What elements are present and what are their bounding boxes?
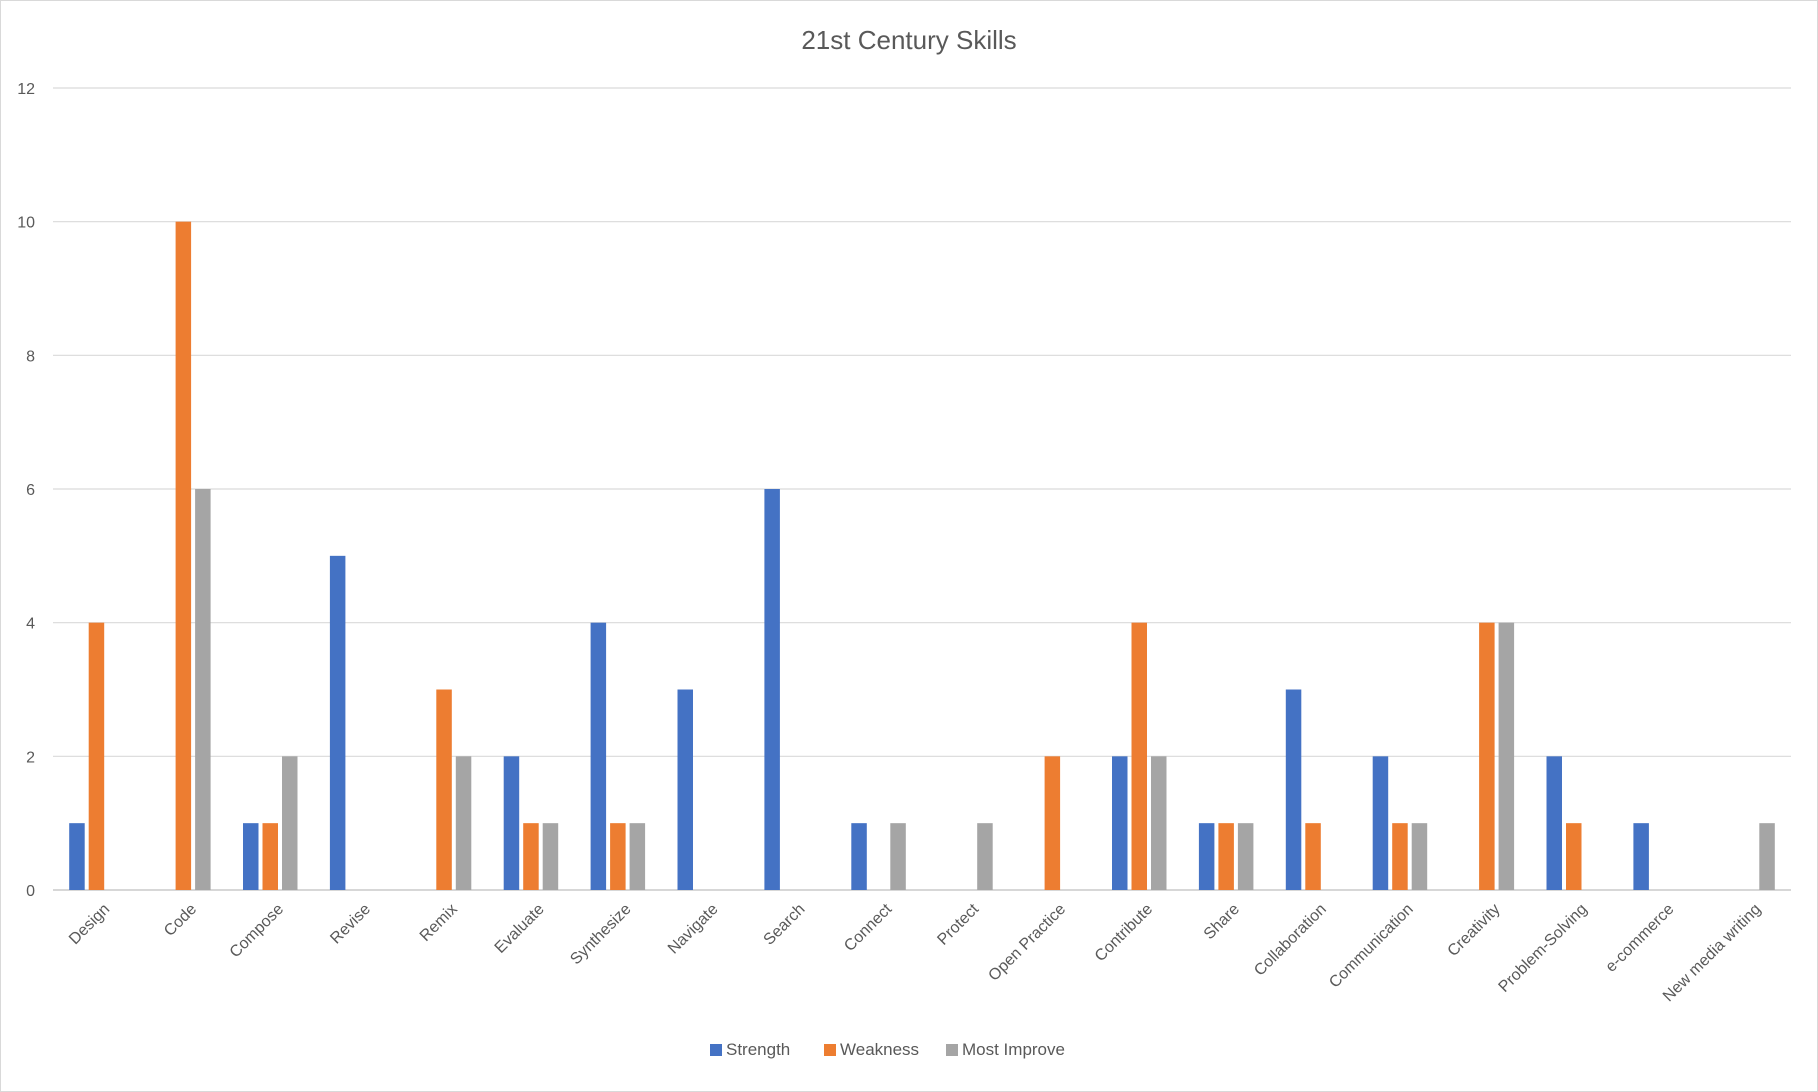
- bar-most-improve: [1759, 823, 1775, 890]
- x-tick-label: Remix: [417, 901, 461, 945]
- bar-most-improve: [282, 756, 298, 890]
- x-tick-label: Creativity: [1445, 901, 1504, 960]
- x-tick-label: Contribute: [1092, 901, 1156, 965]
- bar-weakness: [1392, 823, 1408, 890]
- bar-strength: [69, 823, 85, 890]
- x-tick-label: Design: [66, 901, 113, 948]
- x-tick-label: Open Practice: [985, 901, 1069, 985]
- bar-weakness: [1566, 823, 1582, 890]
- y-tick-label: 8: [26, 348, 35, 365]
- legend-label: Weakness: [840, 1040, 919, 1059]
- legend-label: Most Improve: [962, 1040, 1065, 1059]
- bar-strength: [764, 489, 780, 890]
- bars: [69, 221, 1775, 890]
- legend-swatch-most-improve: [946, 1044, 958, 1056]
- bar-weakness: [523, 823, 539, 890]
- bar-weakness: [175, 221, 192, 890]
- bar-weakness: [1305, 823, 1321, 890]
- bar-strength: [851, 823, 867, 890]
- x-axis-labels: Design Code Compose Revise Remix Evaluate Synt…: [66, 900, 1764, 1005]
- bar-most-improve: [1237, 823, 1254, 890]
- bar-most-improve: [542, 823, 559, 890]
- gridlines: [53, 87, 1791, 891]
- bar-most-improve: [890, 823, 906, 890]
- bar-strength: [1633, 823, 1649, 890]
- x-tick-label: Compose: [227, 901, 288, 962]
- bar-most-improve: [1498, 622, 1515, 890]
- bar-strength: [1112, 756, 1128, 890]
- bar-strength: [1198, 823, 1215, 890]
- x-tick-label: Connect: [841, 900, 896, 955]
- x-tick-label: Communication: [1326, 901, 1417, 992]
- x-tick-label: Revise: [327, 901, 374, 948]
- legend-label: Strength: [726, 1040, 790, 1059]
- bar-most-improve: [629, 823, 646, 890]
- y-tick-label: 2: [26, 749, 35, 766]
- bar-strength: [243, 823, 259, 890]
- x-tick-label: Collaboration: [1251, 901, 1330, 980]
- x-tick-label: Share: [1201, 901, 1243, 943]
- y-tick-label: 12: [17, 81, 35, 98]
- bar-weakness: [88, 622, 105, 890]
- legend-swatch-weakness: [824, 1044, 836, 1056]
- bar-strength: [1285, 689, 1302, 890]
- bar-strength: [677, 689, 693, 890]
- x-tick-label: Search: [761, 901, 809, 949]
- bar-most-improve: [1411, 823, 1428, 890]
- bar-strength: [503, 756, 520, 890]
- bar-weakness: [1218, 823, 1234, 890]
- legend-swatch-strength: [710, 1044, 722, 1056]
- bar-weakness: [1044, 756, 1061, 890]
- bar-strength: [329, 555, 346, 890]
- legend: Strength Weakness Most Improve: [710, 1040, 1065, 1059]
- x-tick-label: Navigate: [665, 901, 722, 958]
- chart-title: 21st Century Skills: [801, 25, 1016, 55]
- y-tick-label: 10: [17, 215, 35, 232]
- bar-most-improve: [977, 823, 993, 890]
- bar-strength: [1546, 756, 1562, 890]
- x-tick-label: Problem-Solving: [1496, 901, 1591, 996]
- bar-weakness: [262, 823, 278, 890]
- x-tick-label: Code: [161, 901, 200, 940]
- y-tick-label: 0: [26, 883, 35, 900]
- bar-weakness: [1479, 622, 1495, 890]
- bar-most-improve: [1151, 756, 1167, 890]
- bar-strength: [590, 622, 607, 890]
- bar-weakness: [436, 689, 452, 890]
- x-tick-label: Evaluate: [492, 901, 548, 957]
- x-tick-label: e-commerce: [1603, 901, 1678, 976]
- bar-weakness: [610, 823, 626, 890]
- bar-strength: [1372, 756, 1389, 890]
- x-tick-label: Synthesize: [567, 901, 634, 968]
- y-tick-label: 6: [26, 482, 35, 499]
- y-axis-ticks: 0 2 4 6 8 10 12: [17, 81, 35, 900]
- bar-weakness: [1131, 622, 1147, 890]
- x-tick-label: Protect: [934, 900, 982, 948]
- x-tick-label: New media writing: [1660, 901, 1764, 1005]
- y-tick-label: 4: [26, 616, 35, 633]
- bar-most-improve: [455, 756, 472, 890]
- bar-most-improve: [195, 489, 211, 890]
